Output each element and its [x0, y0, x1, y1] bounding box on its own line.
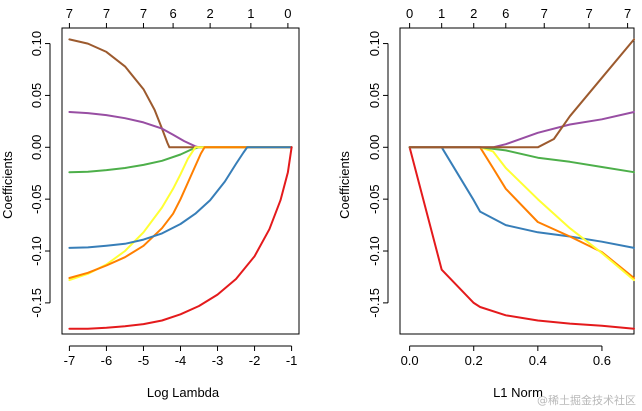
left-top-tick-label: 1 — [247, 6, 254, 21]
left-x-tick-label: -2 — [249, 353, 261, 368]
left-x-axis-title: Log Lambda — [147, 385, 220, 400]
left-y-tick-label: -0.10 — [29, 236, 44, 266]
right-x-tick-label: 0.6 — [593, 353, 611, 368]
left-top-tick-label: 7 — [103, 6, 110, 21]
right-x-tick-label: 0.4 — [529, 353, 547, 368]
right-top-tick-label: 1 — [438, 6, 445, 21]
right-x-axis-title: L1 Norm — [493, 385, 543, 400]
left-y-tick-label: 0.10 — [29, 31, 44, 56]
left-x-tick-label: -5 — [138, 353, 150, 368]
left-top-tick-label: 7 — [66, 6, 73, 21]
right-x-tick-label: 0.0 — [401, 353, 419, 368]
left-top-tick-label: 2 — [207, 6, 214, 21]
right-y-tick-label: -0.15 — [367, 288, 382, 318]
left-y-axis-title: Coefficients — [0, 151, 15, 219]
left-x-tick-label: -4 — [175, 353, 187, 368]
left-y-tick-label: 0.00 — [29, 135, 44, 160]
right-top-tick-label: 0 — [406, 6, 413, 21]
right-top-tick-label: 7 — [624, 6, 631, 21]
right-y-tick-label: -0.10 — [367, 236, 382, 266]
right-top-tick-label: 7 — [541, 6, 548, 21]
left-y-tick-label: -0.05 — [29, 184, 44, 214]
left-top-tick-label: 0 — [284, 6, 291, 21]
right-y-tick-label: 0.05 — [367, 83, 382, 108]
left-top-tick-label: 6 — [169, 6, 176, 21]
left-x-tick-label: -3 — [212, 353, 224, 368]
right-y-tick-label: 0.00 — [367, 135, 382, 160]
right-x-tick-label: 0.2 — [465, 353, 483, 368]
right-top-tick-label: 2 — [470, 6, 477, 21]
right-top-tick-label: 7 — [586, 6, 593, 21]
right-y-axis-title: Coefficients — [337, 151, 352, 219]
right-y-tick-label: -0.05 — [367, 184, 382, 214]
left-x-tick-label: -6 — [101, 353, 113, 368]
left-y-tick-label: -0.15 — [29, 288, 44, 318]
left-x-tick-label: -1 — [286, 353, 298, 368]
left-top-tick-label: 7 — [140, 6, 147, 21]
watermark-text: @稀土掘金技术社区 — [537, 393, 636, 407]
left-x-tick-label: -7 — [64, 353, 76, 368]
left-y-tick-label: 0.05 — [29, 83, 44, 108]
right-y-tick-label: 0.10 — [367, 31, 382, 56]
right-top-tick-label: 6 — [502, 6, 509, 21]
glmnet-coefficient-path-figure: -7 -6 -5 -4 -3 -2 -1-0.15-0.10-0.050.000.050.1… — [0, 0, 642, 411]
